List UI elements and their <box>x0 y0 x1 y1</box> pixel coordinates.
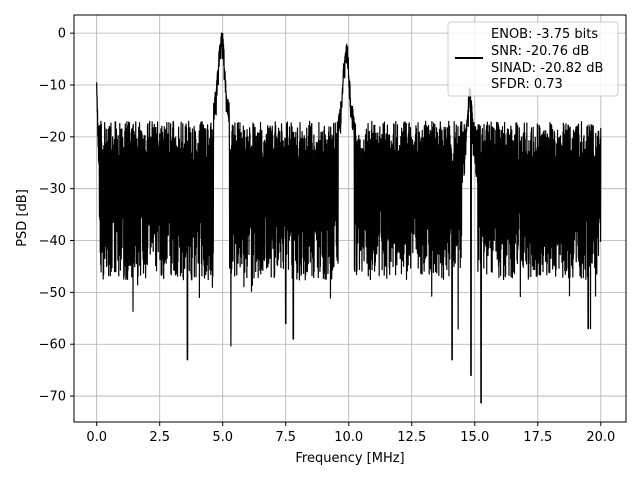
psd-series-line <box>96 32 602 404</box>
y-tick-label: 0 <box>58 27 66 42</box>
y-tick-label: −30 <box>39 182 66 197</box>
y-tick-label: −20 <box>39 130 66 145</box>
legend: ENOB: -3.75 bits SNR: -20.76 dB SINAD: -… <box>447 21 619 97</box>
x-tick-label: 17.5 <box>523 430 552 445</box>
legend-line-enob: ENOB: -3.75 bits <box>491 27 598 42</box>
legend-box <box>447 21 619 97</box>
y-tick-label: −70 <box>39 390 66 405</box>
series-layer <box>96 32 602 404</box>
x-tick-label: 20.0 <box>586 430 615 445</box>
x-tick-label: 2.5 <box>149 430 170 445</box>
y-tick-label: −10 <box>39 78 66 93</box>
x-axis-label: Frequency [MHz] <box>295 451 404 466</box>
legend-line-sinad: SINAD: -20.82 dB <box>491 61 603 76</box>
y-axis-label: PSD [dB] <box>15 189 30 247</box>
x-tick-label: 12.5 <box>397 430 426 445</box>
x-tick-label: 7.5 <box>275 430 296 445</box>
legend-line-snr: SNR: -20.76 dB <box>491 44 589 59</box>
y-tick-label: −50 <box>39 286 66 301</box>
x-tick-label: 0.0 <box>86 430 107 445</box>
plot-frame <box>73 14 627 423</box>
legend-line-sfdr: SFDR: 0.73 <box>491 77 563 92</box>
y-tick-label: −40 <box>39 234 66 249</box>
x-tick-label: 10.0 <box>334 430 363 445</box>
y-axis: 0 −10 −20 −30 −40 −50 −60 −70 <box>39 27 74 405</box>
y-tick-label: −60 <box>39 338 66 353</box>
x-tick-label: 5.0 <box>212 430 233 445</box>
x-axis: 0.0 2.5 5.0 7.5 10.0 12.5 15.0 17.5 20.0 <box>86 422 615 445</box>
x-tick-label: 15.0 <box>460 430 489 445</box>
